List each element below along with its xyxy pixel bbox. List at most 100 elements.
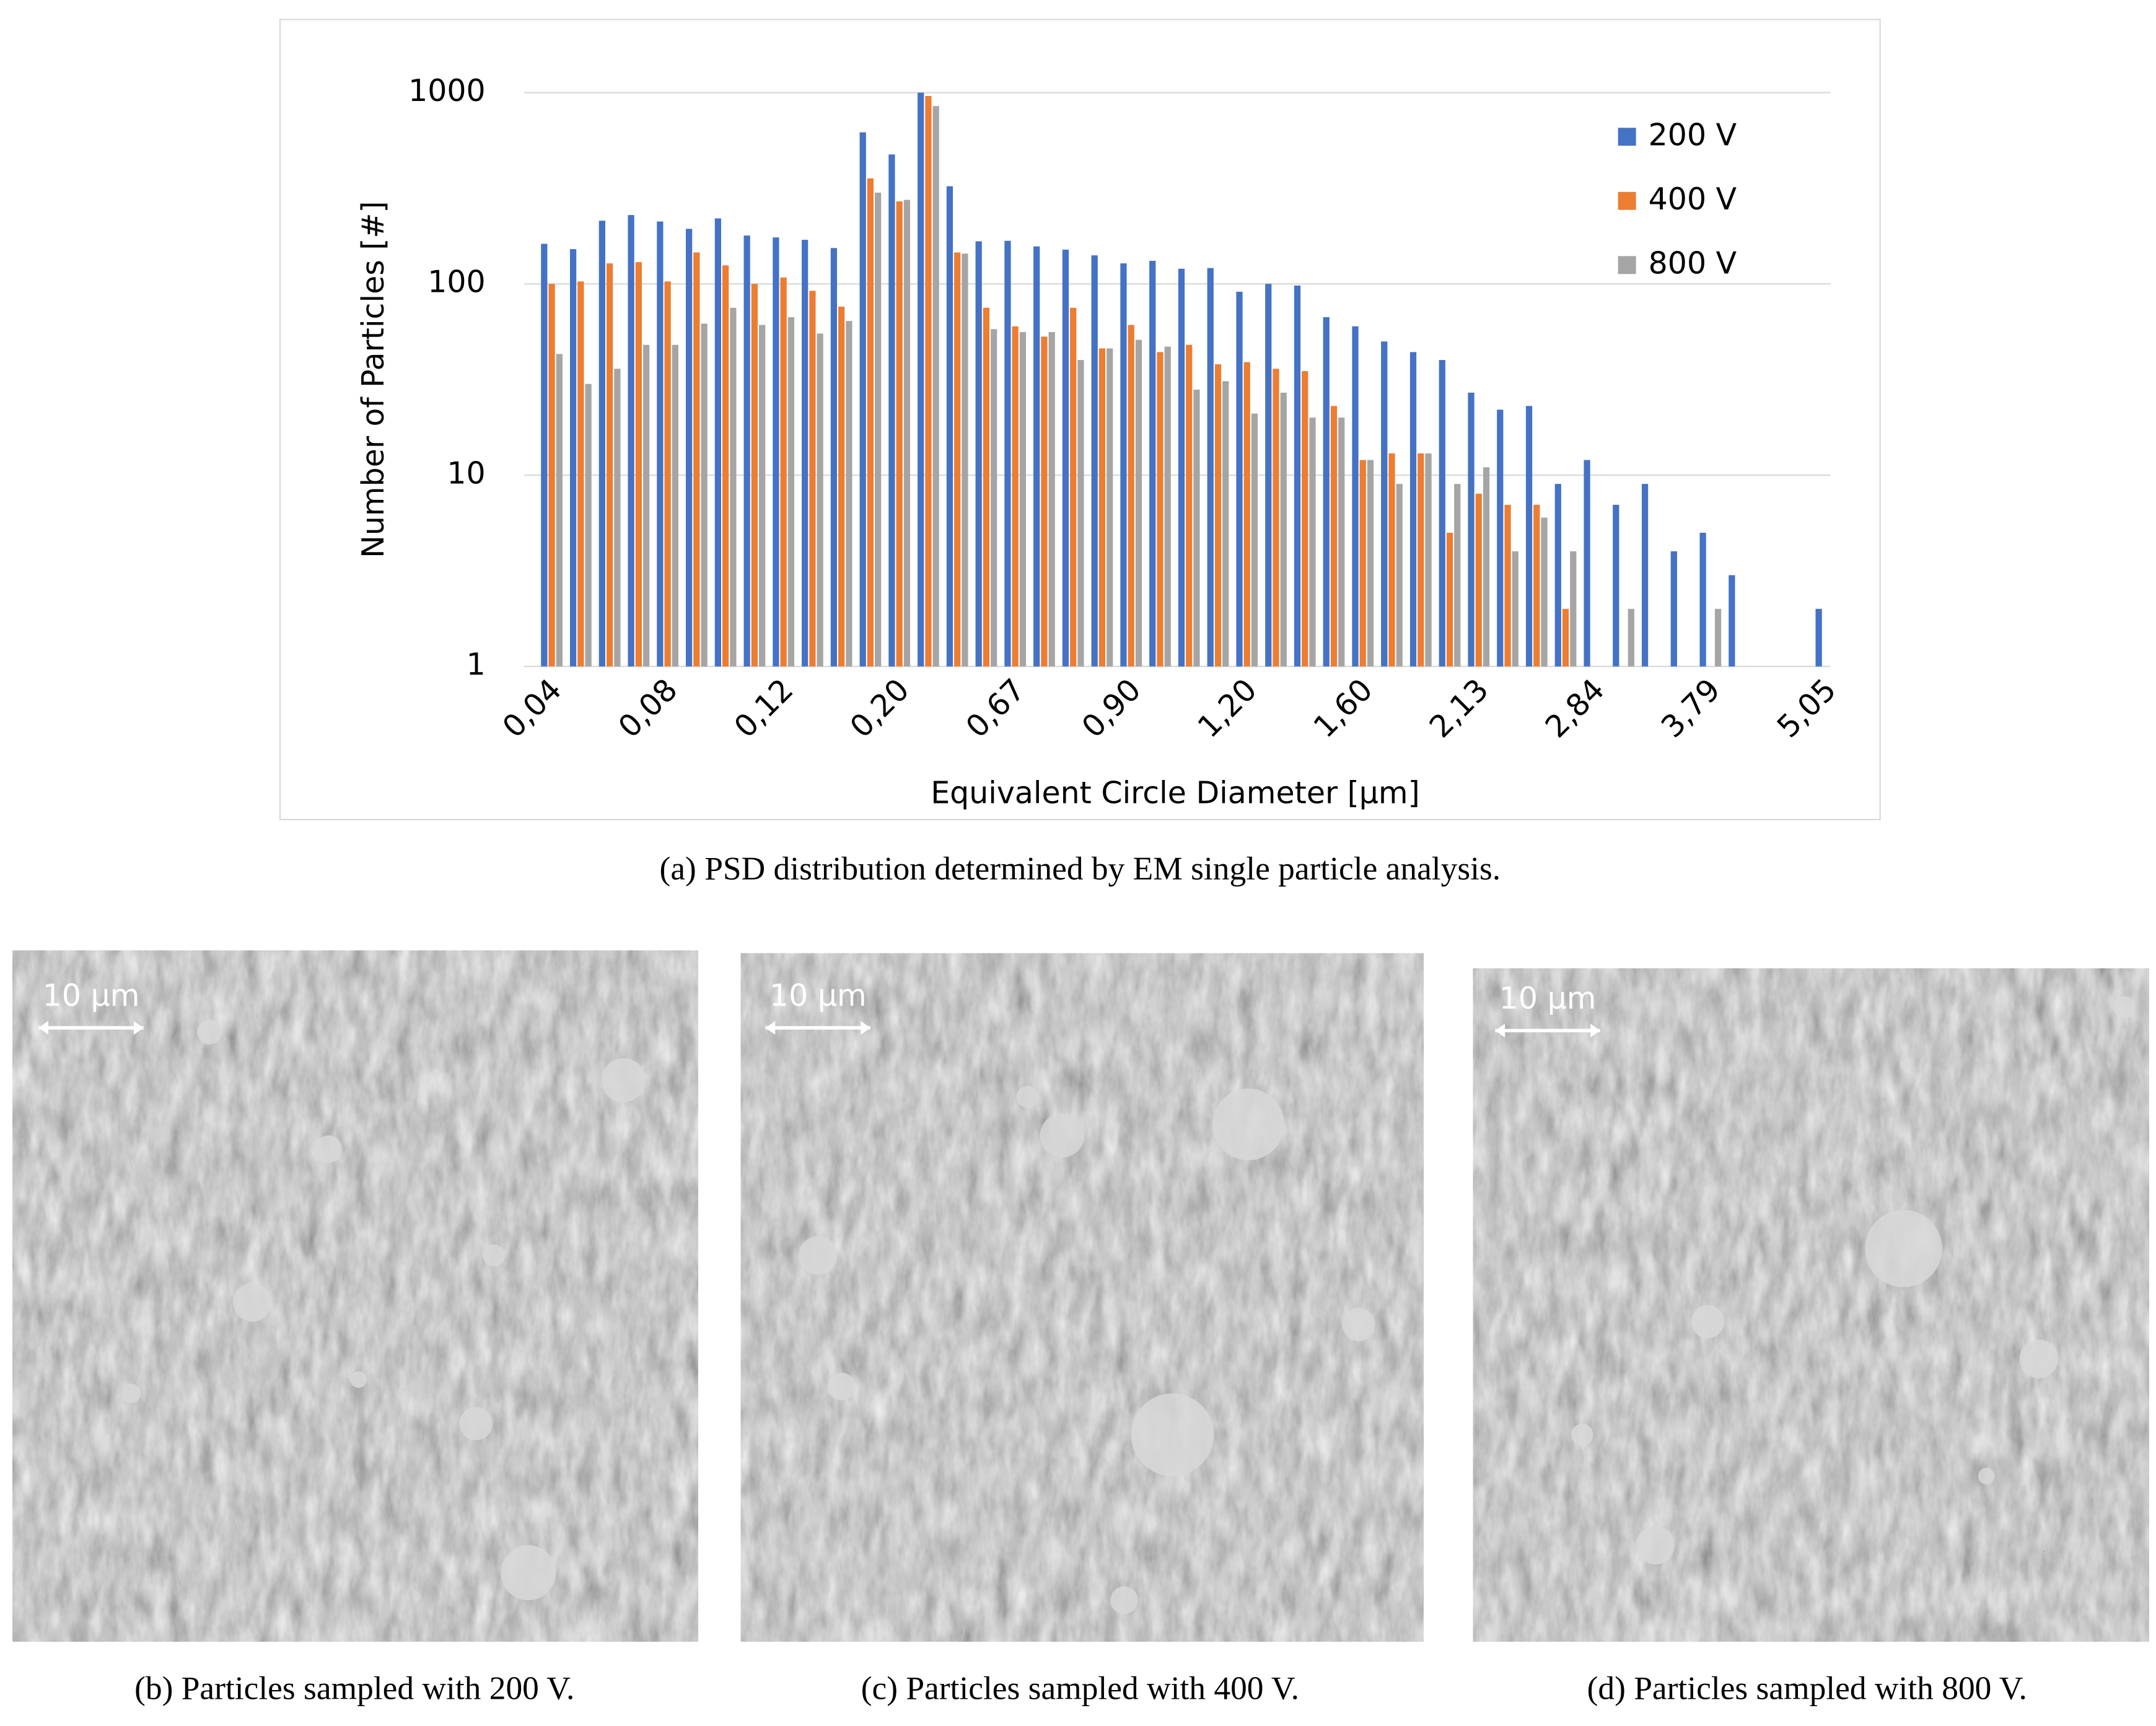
image-caption: (b) Particles sampled with 200 V.: [134, 1669, 574, 1706]
bar: [1149, 261, 1156, 667]
bar: [1164, 346, 1171, 667]
bar: [1409, 352, 1417, 667]
bar: [1280, 392, 1287, 667]
sem-image: [12, 950, 698, 1642]
scale-bars: 10 µm (b) Particles sampled with 200 V. 10…: [38, 978, 2027, 1706]
bar: [1525, 406, 1533, 667]
bar: [1584, 460, 1590, 667]
bar: [954, 252, 961, 667]
bar: [1396, 484, 1403, 667]
bar: [1033, 246, 1040, 667]
bar: [1554, 484, 1561, 667]
bar: [1497, 410, 1504, 667]
bar: [859, 132, 866, 667]
bar: [802, 240, 809, 667]
bar: [1714, 608, 1722, 667]
scale-label: 10 µm: [1499, 981, 1597, 1016]
bar: [983, 307, 990, 667]
bar: [903, 199, 911, 667]
sem-panel: [740, 953, 1424, 1642]
bar: [1446, 532, 1453, 667]
particles: [799, 1085, 1375, 1614]
bar: [693, 252, 700, 667]
bar: [1128, 325, 1134, 667]
bar: [1388, 453, 1395, 667]
bar: [1214, 364, 1222, 667]
bar: [1222, 381, 1229, 667]
bar: [548, 284, 555, 667]
chart-caption: (a) PSD distribution determined by EM si…: [660, 850, 1501, 887]
bar: [1098, 348, 1106, 667]
bar: [1236, 291, 1243, 667]
bar: [556, 354, 563, 667]
bar: [1504, 504, 1511, 667]
bar: [1323, 317, 1330, 667]
bar: [1729, 575, 1735, 667]
bar: [714, 218, 722, 667]
bar: [1338, 418, 1345, 667]
bar: [1251, 413, 1258, 667]
bar: [569, 249, 577, 667]
bar: [751, 284, 758, 667]
bar: [809, 291, 816, 667]
bar: [672, 344, 678, 667]
bar: [962, 253, 968, 667]
bar: [1157, 352, 1163, 667]
bar: [875, 192, 882, 667]
sem-panel: [1473, 968, 2149, 1642]
bar: [1019, 331, 1027, 667]
bar: [1106, 348, 1113, 667]
bar: [1243, 362, 1250, 667]
bar: [1613, 504, 1619, 667]
bar: [1381, 341, 1388, 667]
bar: [743, 235, 750, 667]
y-tick-label: 100: [427, 265, 485, 300]
bar: [787, 317, 795, 667]
bar: [701, 323, 708, 667]
bar: [1439, 360, 1445, 667]
scale-label: 10 µm: [43, 978, 140, 1014]
legend-swatch: [1618, 191, 1636, 210]
bar: [1641, 484, 1649, 667]
bar: [1077, 360, 1084, 667]
bar: [830, 248, 838, 667]
bar: [1541, 517, 1548, 667]
bar: [780, 277, 787, 667]
legend-label: 400 V: [1649, 182, 1737, 217]
bar: [1294, 285, 1301, 667]
image-caption: (d) Particles sampled with 800 V.: [1587, 1669, 2027, 1706]
bar: [946, 186, 953, 667]
bar: [598, 221, 605, 667]
bar: [664, 281, 671, 667]
bar: [1628, 608, 1634, 667]
bar: [614, 369, 621, 667]
y-tick-label: 10: [447, 455, 485, 491]
legend-swatch: [1618, 128, 1636, 146]
bar: [1815, 608, 1822, 667]
bar: [1359, 460, 1366, 667]
bar: [932, 106, 939, 667]
y-tick-label: 1000: [408, 73, 486, 108]
bar: [1570, 551, 1577, 667]
bar: [722, 265, 729, 667]
bar: [1135, 340, 1142, 667]
scale-label: 10 µm: [769, 978, 867, 1014]
bar: [1330, 406, 1338, 667]
bar: [1425, 453, 1432, 667]
bar: [1562, 608, 1569, 667]
bar: [1352, 326, 1359, 667]
bar: [585, 383, 592, 667]
bar: [918, 92, 924, 667]
bar: [686, 229, 693, 667]
bar: [1207, 268, 1214, 667]
bar: [1699, 532, 1706, 667]
bar: [635, 262, 642, 667]
bar: [1483, 467, 1490, 667]
bar: [1178, 268, 1185, 667]
particles: [1571, 996, 2136, 1565]
bar: [975, 241, 982, 667]
bar: [1062, 249, 1069, 667]
bar: [867, 178, 874, 667]
